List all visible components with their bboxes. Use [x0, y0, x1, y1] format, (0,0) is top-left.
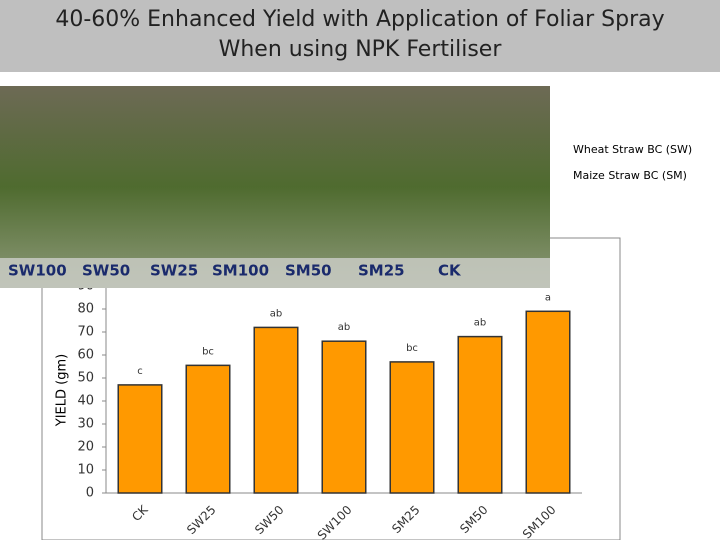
y-tick-label: 40 — [77, 394, 94, 409]
photo — [0, 86, 550, 288]
y-tick-label: 50 — [77, 371, 94, 386]
y-tick-label: 0 — [86, 486, 94, 501]
photo-labels: SW100 SW50 SW25 SM100 SM50 SM25 CK — [8, 262, 462, 280]
photo-label: SW25 — [150, 262, 198, 280]
bar — [117, 384, 163, 494]
bar — [457, 335, 503, 494]
bar — [253, 326, 299, 494]
photo-image — [0, 86, 550, 288]
y-tick-label: 60 — [77, 348, 94, 363]
y-tick-label: 30 — [77, 417, 94, 432]
bar-annotation: ab — [338, 322, 350, 333]
bar-annotation: a — [545, 292, 551, 303]
y-tick-label: 70 — [77, 325, 94, 340]
photo-label: SM50 — [285, 262, 332, 280]
y-tick-label: 10 — [77, 463, 94, 478]
photo-label: SW50 — [82, 262, 130, 280]
legend-entry: Maize Straw BC (SM) — [573, 169, 687, 182]
y-tick-label: 80 — [77, 302, 94, 317]
y-axis-label: YIELD (gm) — [55, 354, 70, 427]
bar-annotation: bc — [406, 343, 418, 354]
bar-annotation: c — [137, 366, 143, 377]
title-bar — [0, 0, 720, 72]
title-line: 40-60% Enhanced Yield with Application o… — [55, 7, 664, 32]
bar-annotation: ab — [270, 308, 282, 319]
bar — [321, 340, 367, 494]
legend-entry: Wheat Straw BC (SW) — [573, 143, 692, 156]
bar — [525, 310, 571, 494]
photo-label: CK — [438, 262, 462, 280]
bar-annotation: bc — [202, 346, 214, 357]
y-tick-label: 20 — [77, 440, 94, 455]
photo-label: SW100 — [8, 262, 67, 280]
photo-label: SM25 — [358, 262, 405, 280]
photo-floor — [0, 258, 550, 288]
bar-annotation: ab — [474, 318, 486, 329]
bar — [185, 364, 231, 494]
title-line: When using NPK Fertiliser — [219, 37, 503, 62]
bar — [389, 361, 435, 494]
photo-label: SM100 — [212, 262, 269, 280]
